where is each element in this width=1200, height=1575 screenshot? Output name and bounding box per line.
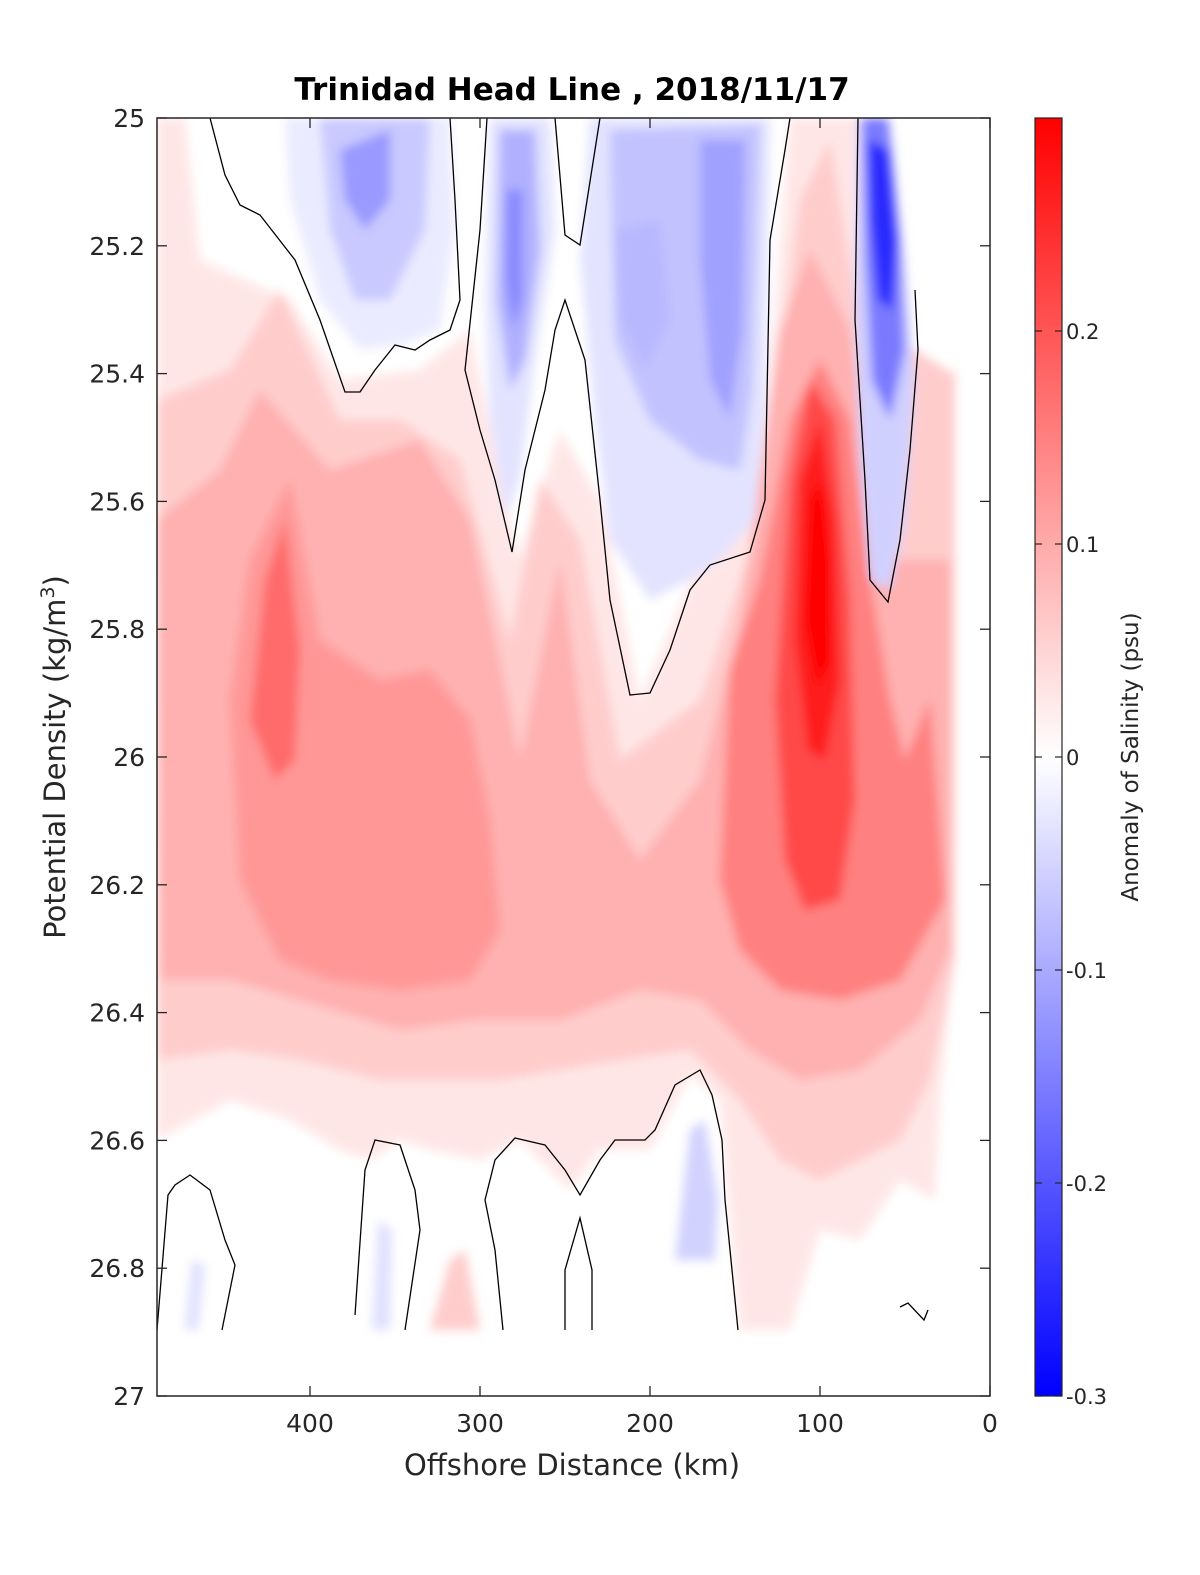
y-axis-label-close: ) <box>38 575 72 586</box>
colorbar-tick-label: 0 <box>1066 746 1079 770</box>
positive-region-near-shore-peak <box>805 480 830 690</box>
y-tick-label: 25 <box>113 104 145 133</box>
colorbar-label: Anomaly of Salinity (psu) <box>1118 612 1144 901</box>
negative-region-deep-patch <box>675 1120 718 1260</box>
negative-region-deep-small-2 <box>372 1220 392 1330</box>
y-tick-label: 25.2 <box>89 232 145 261</box>
x-tick-label: 400 <box>286 1409 334 1438</box>
colorbar-tick-label: 0.1 <box>1066 533 1099 557</box>
x-tick-label: 200 <box>626 1409 674 1438</box>
zero-contour-deep-1 <box>157 1174 236 1331</box>
y-axis-label: Potential Density (kg/m3) <box>37 575 72 939</box>
y-tick-label: 27 <box>113 1382 145 1411</box>
y-tick-label: 25.4 <box>89 360 145 389</box>
zero-contour-4 <box>854 118 919 604</box>
colorbar-tick-label: -0.1 <box>1066 959 1107 983</box>
y-axis-label-text: Potential Density (kg/m <box>38 599 72 939</box>
colorbar-tick-label: -0.3 <box>1066 1385 1107 1409</box>
positive-region-offshore-core <box>250 520 300 780</box>
y-tick-label: 26.6 <box>89 1126 145 1155</box>
x-tick-label: 100 <box>796 1409 844 1438</box>
colorbar-ticks: 0.2 0.1 0 -0.1 -0.2 -0.3 <box>1035 320 1107 1409</box>
y-tick-label: 26.4 <box>89 999 145 1028</box>
zero-contours <box>157 118 929 1331</box>
colorbar-tick-label: 0.2 <box>1066 320 1099 344</box>
negative-region-tongue-core <box>506 190 522 330</box>
y-tick-label: 26 <box>113 743 145 772</box>
x-axis-label: Offshore Distance (km) <box>404 1448 740 1482</box>
negative-region-broad-core <box>700 140 745 420</box>
y-axis-label-superscript: 3 <box>37 586 59 598</box>
zero-contour-3 <box>554 118 601 247</box>
negative-region-near-shore-core <box>868 140 898 310</box>
y-tick-label: 25.8 <box>89 615 145 644</box>
negative-region-shallow-core <box>340 130 390 230</box>
y-axis: 25 25.2 25.4 25.6 25.8 26 26.2 26.4 26.6 26.8 27 <box>89 104 990 1411</box>
positive-region-strong <box>230 480 500 990</box>
x-tick-label: 0 <box>982 1409 998 1438</box>
y-tick-label: 26.2 <box>89 871 145 900</box>
negative-region-deep-small-1 <box>185 1260 205 1330</box>
x-axis: 400 300 200 100 0 <box>286 118 998 1438</box>
colorbar-tick-label: -0.2 <box>1066 1172 1107 1196</box>
zero-contour-2 <box>464 118 791 696</box>
y-tick-label: 26.8 <box>89 1254 145 1283</box>
positive-region-bottom-patch <box>430 1250 480 1330</box>
anomaly-field <box>157 118 955 1330</box>
zero-contour-1 <box>209 118 461 393</box>
y-tick-label: 25.6 <box>89 487 145 516</box>
zero-contour-deep-3 <box>484 1069 739 1331</box>
x-tick-label: 300 <box>456 1409 504 1438</box>
zero-contour-deep-5 <box>899 1302 929 1322</box>
chart-title: Trinidad Head Line , 2018/11/17 <box>294 72 849 108</box>
zero-contour-deep-4 <box>564 1215 593 1330</box>
negative-region-broad-inner <box>615 220 670 370</box>
zero-contour-deep-2 <box>354 1139 421 1331</box>
